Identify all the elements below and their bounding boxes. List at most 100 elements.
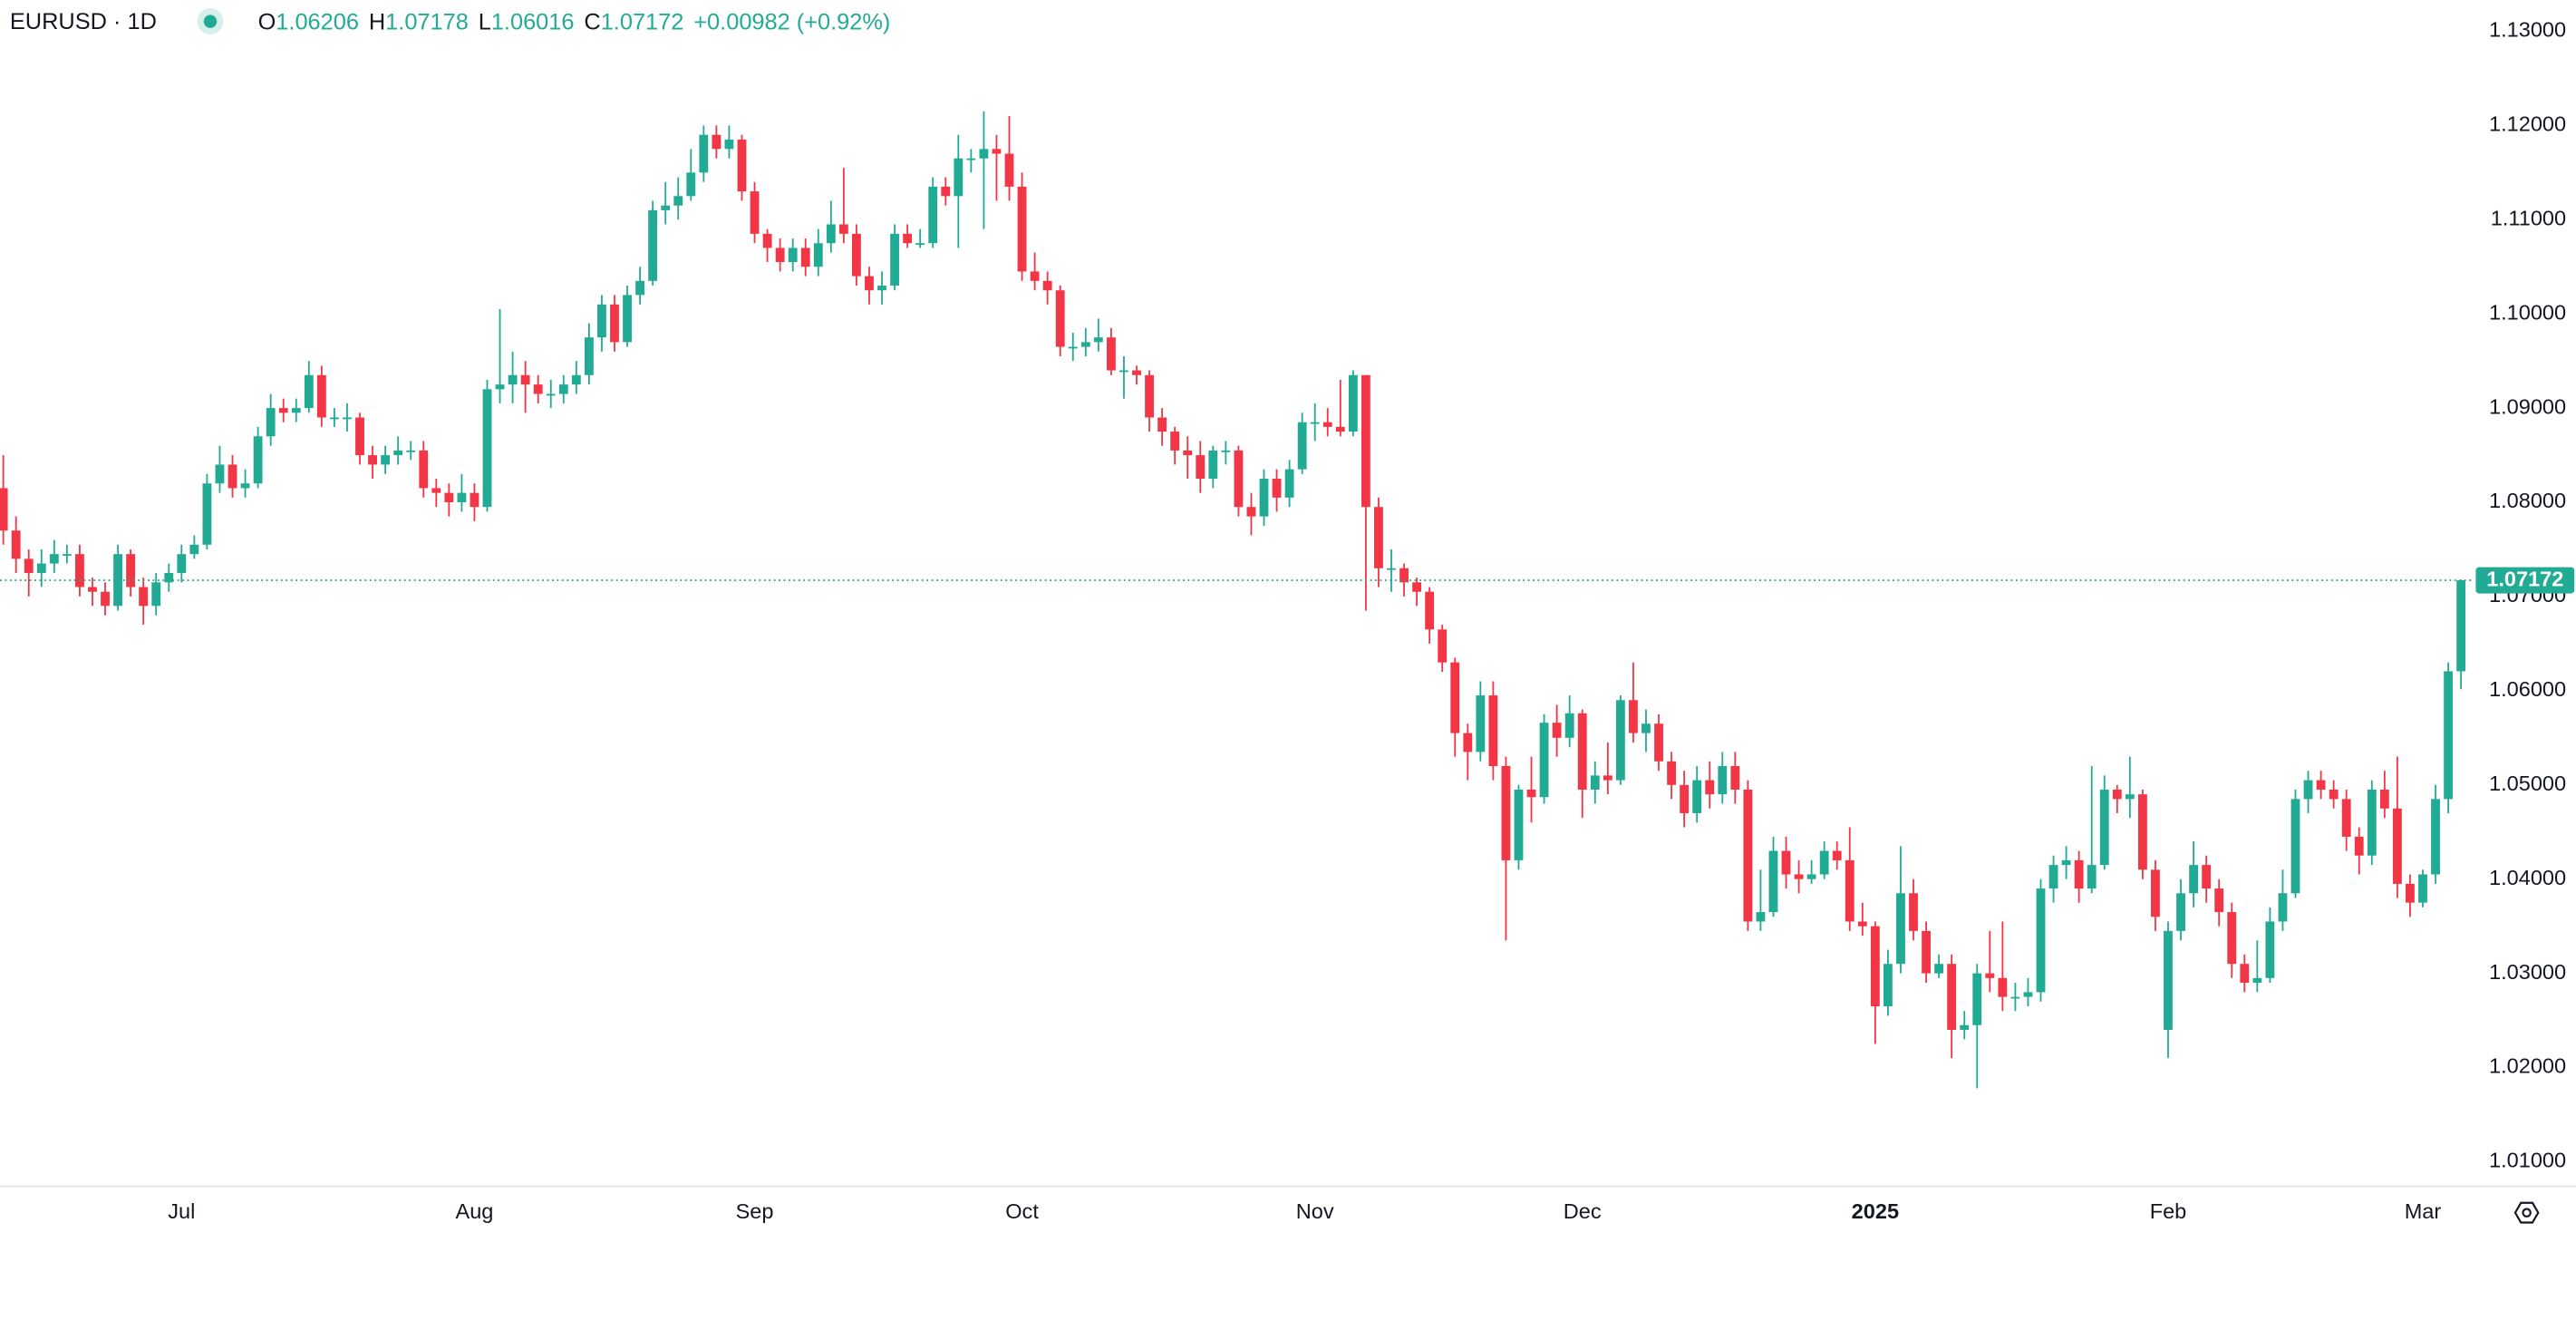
candle-body bbox=[520, 374, 530, 385]
y-tick-label: 1.02000 bbox=[2489, 1054, 2566, 1078]
symbol-title[interactable]: EURUSD · 1D bbox=[10, 9, 157, 34]
candle-body bbox=[2137, 794, 2147, 870]
candle-body bbox=[800, 248, 810, 267]
candle-body bbox=[2316, 780, 2326, 790]
candle-body bbox=[2354, 836, 2364, 856]
x-tick-label: Jul bbox=[168, 1199, 195, 1223]
candle-body bbox=[865, 276, 874, 291]
candle-body bbox=[546, 393, 556, 396]
candle-body bbox=[1132, 370, 1141, 375]
y-tick-label: 1.06000 bbox=[2489, 677, 2566, 701]
candle-body bbox=[2431, 799, 2440, 875]
candle-body bbox=[1577, 713, 1587, 790]
candle-body bbox=[1832, 850, 1842, 860]
market-status-dot[interactable] bbox=[203, 15, 218, 28]
candle-body bbox=[1692, 780, 1702, 813]
candle-body bbox=[1030, 271, 1040, 281]
candle-body bbox=[673, 196, 683, 206]
candle-body bbox=[2240, 964, 2250, 984]
candle-body bbox=[1870, 926, 1880, 1006]
candle-body bbox=[2227, 912, 2237, 965]
candle-body bbox=[2036, 888, 2046, 993]
candle-body bbox=[1883, 964, 1893, 1006]
candle-body bbox=[584, 337, 594, 375]
ohlc-value: 1.06206 bbox=[276, 9, 359, 34]
candle-body bbox=[381, 455, 391, 465]
candle-body bbox=[2265, 921, 2275, 978]
candle-body bbox=[1310, 422, 1320, 424]
candle-body bbox=[1590, 775, 1600, 790]
y-tick-label: 1.09000 bbox=[2489, 394, 2566, 418]
candle-body bbox=[368, 455, 377, 465]
y-tick-label: 1.03000 bbox=[2489, 960, 2566, 984]
candle-body bbox=[2061, 859, 2071, 866]
y-tick-label: 1.10000 bbox=[2489, 300, 2566, 324]
candle-body bbox=[1781, 850, 1791, 875]
candle-body bbox=[1374, 507, 1383, 568]
candle-body bbox=[2278, 893, 2288, 922]
candle-body bbox=[838, 224, 848, 234]
y-tick-label: 1.13000 bbox=[2489, 18, 2566, 42]
candle-body bbox=[215, 464, 225, 484]
candle-body bbox=[329, 417, 339, 420]
settings-icon-center[interactable] bbox=[2522, 1208, 2532, 1218]
candle-body bbox=[1641, 723, 1651, 733]
candle-body bbox=[1080, 342, 1090, 347]
candle-body bbox=[775, 248, 785, 263]
candle-body bbox=[903, 233, 913, 244]
candle-body bbox=[1909, 893, 1918, 931]
candle-body bbox=[724, 139, 734, 150]
candle-body bbox=[2176, 893, 2185, 931]
candle-body bbox=[2048, 865, 2058, 889]
candle-body bbox=[495, 384, 505, 390]
candle-body bbox=[877, 286, 886, 291]
candle-body bbox=[1106, 337, 1116, 371]
candle-body bbox=[1221, 450, 1231, 452]
candle-body bbox=[36, 563, 46, 573]
candle-body bbox=[177, 554, 187, 573]
candle-body bbox=[2290, 799, 2300, 894]
candle-body bbox=[88, 587, 97, 592]
candle-body bbox=[1552, 723, 1562, 738]
candle-body bbox=[1463, 733, 1473, 752]
candle-body bbox=[24, 558, 34, 573]
candle-body bbox=[941, 186, 951, 197]
candle-body bbox=[62, 554, 72, 556]
candle-body bbox=[712, 134, 721, 150]
candle-body bbox=[1004, 153, 1014, 187]
candle-body bbox=[1756, 912, 1766, 922]
candle-body bbox=[1603, 775, 1612, 781]
candle-body bbox=[1157, 417, 1167, 432]
candle-body bbox=[1985, 973, 1995, 978]
candle-body bbox=[1539, 723, 1549, 798]
price-change: +0.00982 (+0.92%) bbox=[693, 9, 890, 34]
candle-body bbox=[762, 233, 772, 248]
candle-body bbox=[431, 488, 441, 493]
candle-body bbox=[610, 304, 619, 343]
candle-body bbox=[1845, 859, 1855, 922]
candle-body bbox=[126, 554, 136, 587]
candle-body bbox=[1934, 964, 1944, 974]
ohlc-legend: O1.06206 H1.07178 L1.06016 C1.07172 +0.00982… bbox=[258, 9, 891, 34]
candle-body bbox=[1246, 507, 1256, 517]
ohlc-value: 1.06016 bbox=[491, 9, 575, 34]
settings-icon[interactable] bbox=[2513, 1201, 2540, 1224]
candle-body bbox=[419, 450, 429, 489]
candle-body bbox=[890, 233, 899, 286]
settings-button[interactable] bbox=[2513, 1201, 2540, 1224]
candle-body bbox=[571, 374, 581, 385]
candle-body bbox=[228, 464, 237, 489]
candle-body bbox=[915, 243, 925, 246]
candle-body bbox=[2023, 992, 2033, 997]
candle-body bbox=[1450, 662, 1460, 733]
candle-body bbox=[648, 209, 658, 281]
ohlc-key: H bbox=[369, 9, 385, 34]
candle-body bbox=[1743, 789, 1753, 922]
candle-body bbox=[1857, 921, 1867, 927]
candle-body bbox=[1412, 582, 1422, 592]
ohlc-key: O bbox=[258, 9, 276, 34]
y-tick-label: 1.01000 bbox=[2489, 1149, 2566, 1172]
